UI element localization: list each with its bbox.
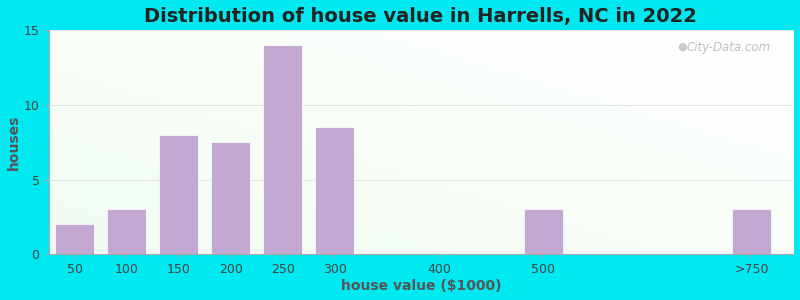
- Bar: [263, 45, 302, 254]
- Bar: [55, 224, 94, 254]
- Title: Distribution of house value in Harrells, NC in 2022: Distribution of house value in Harrells,…: [145, 7, 698, 26]
- Bar: [211, 142, 250, 254]
- Y-axis label: houses: houses: [7, 115, 21, 170]
- Bar: [524, 209, 562, 254]
- Bar: [315, 127, 354, 254]
- Bar: [732, 209, 771, 254]
- X-axis label: house value ($1000): house value ($1000): [341, 279, 501, 293]
- Bar: [159, 135, 198, 254]
- Text: City-Data.com: City-Data.com: [686, 41, 770, 55]
- Bar: [107, 209, 146, 254]
- Text: ●: ●: [678, 41, 687, 52]
